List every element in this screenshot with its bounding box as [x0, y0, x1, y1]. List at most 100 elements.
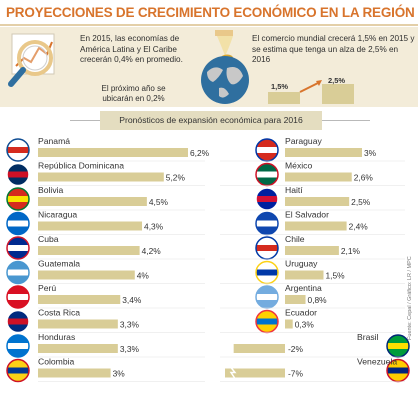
flag-ring	[6, 211, 30, 236]
flag-ring	[6, 358, 30, 383]
country-label: Chile	[285, 234, 305, 244]
flag-ring	[6, 260, 30, 285]
next-year-note: El próximo año se ubicarán en 0,2%	[101, 84, 166, 103]
country-label: Perú	[38, 283, 56, 293]
flag-icon	[6, 260, 30, 285]
flag-icon	[255, 285, 279, 309]
flag-band	[7, 343, 29, 349]
flag-icon	[255, 187, 279, 211]
title-divider	[0, 24, 418, 26]
country-label: El Salvador	[285, 210, 329, 220]
value-label: 5,2%	[166, 173, 186, 183]
flag-band	[7, 318, 29, 325]
value-label: 3%	[364, 148, 377, 158]
globe-coin-icon	[201, 30, 249, 104]
country-label: República Dominicana	[38, 161, 124, 171]
flag-band	[256, 318, 278, 325]
value-label: 2,1%	[341, 246, 361, 256]
source-credit: Fuente: Cepal / Gráfico: LR / MPC	[407, 256, 413, 340]
flag-band	[256, 196, 278, 202]
country-label: Brasil	[357, 332, 379, 342]
country-label: México	[285, 161, 312, 171]
bar	[38, 221, 143, 231]
value-label: 3,3%	[120, 320, 140, 330]
flag-band	[256, 220, 278, 227]
region-growth-note: En 2015, las economías de América Latina…	[80, 34, 183, 64]
flag-icon	[255, 260, 279, 285]
flag-band	[387, 367, 409, 374]
value-label: 0,3%	[295, 320, 315, 330]
value-label: 3%	[113, 369, 126, 379]
value-label: 2,5%	[351, 197, 371, 207]
bar	[285, 319, 293, 329]
country-label: Venezuela	[357, 357, 397, 367]
value-label: 4,3%	[144, 222, 164, 232]
value-label: 1,5%	[326, 271, 346, 281]
trade-label-2016: 2,5%	[328, 76, 346, 85]
country-label: Nicaragua	[38, 210, 77, 220]
trade-bar-2016	[322, 84, 354, 104]
value-label: 4,2%	[142, 246, 162, 256]
country-label: Argentina	[285, 283, 322, 293]
growth-arrow-icon	[299, 80, 322, 93]
bar	[225, 368, 285, 378]
subtitle-banner: Pronósticos de expansión económica para …	[0, 110, 418, 132]
flag-ring	[6, 187, 30, 211]
flag-icon	[6, 138, 30, 162]
value-label: 3,3%	[120, 344, 140, 354]
flag-ring	[6, 309, 30, 334]
flag-band	[7, 196, 29, 202]
country-label: Paraguay	[285, 136, 322, 146]
value-label: 6,2%	[190, 148, 210, 158]
flag-icon	[6, 309, 30, 334]
bar	[285, 172, 352, 182]
bar	[38, 172, 164, 182]
country-label: Colombia	[38, 357, 75, 367]
flag-icon	[6, 334, 30, 358]
bar	[38, 270, 135, 280]
country-label: Honduras	[38, 332, 75, 342]
flag-icon	[6, 236, 30, 260]
country-label: Panamá	[38, 136, 70, 146]
flag-icon	[6, 358, 30, 383]
value-label: 2,4%	[349, 222, 369, 232]
bar	[38, 295, 121, 304]
flag-band	[7, 245, 29, 251]
flag-icon	[6, 285, 30, 309]
value-label: -2%	[288, 344, 303, 354]
bar	[38, 197, 147, 206]
flag-ring	[6, 162, 30, 187]
country-label: Uruguay	[285, 259, 318, 269]
flag-ring	[6, 285, 30, 309]
bar	[285, 270, 324, 280]
country-label: Guatemala	[38, 259, 80, 269]
flag-band	[256, 269, 278, 276]
value-label: 0,8%	[308, 295, 328, 305]
bar	[285, 221, 347, 231]
page-title: PROYECCIONES DE CRECIMIENTO ECONÓMICO EN…	[6, 5, 415, 20]
country-label: Haití	[285, 185, 303, 195]
country-label: Bolivia	[38, 185, 64, 195]
bar	[38, 368, 111, 378]
bar	[38, 319, 118, 329]
bar	[233, 344, 285, 353]
flag-band	[7, 367, 29, 374]
bar	[285, 148, 362, 157]
flag-icon	[255, 236, 279, 260]
trade-bar-2015	[268, 92, 300, 104]
flag-ring	[6, 138, 30, 162]
value-label: -7%	[288, 369, 303, 379]
bar	[285, 197, 350, 206]
flag-icon	[255, 211, 279, 236]
value-label: 2,6%	[354, 173, 374, 183]
bar	[38, 246, 140, 255]
bar	[285, 246, 339, 255]
flag-ring	[6, 236, 30, 260]
country-label: Cuba	[38, 234, 59, 244]
flag-icon	[255, 138, 279, 162]
flag-band	[256, 171, 278, 178]
trade-label-2015: 1,5%	[271, 82, 289, 91]
value-label: 3,4%	[122, 295, 142, 305]
flag-band	[256, 245, 278, 251]
flag-icon	[6, 162, 30, 187]
